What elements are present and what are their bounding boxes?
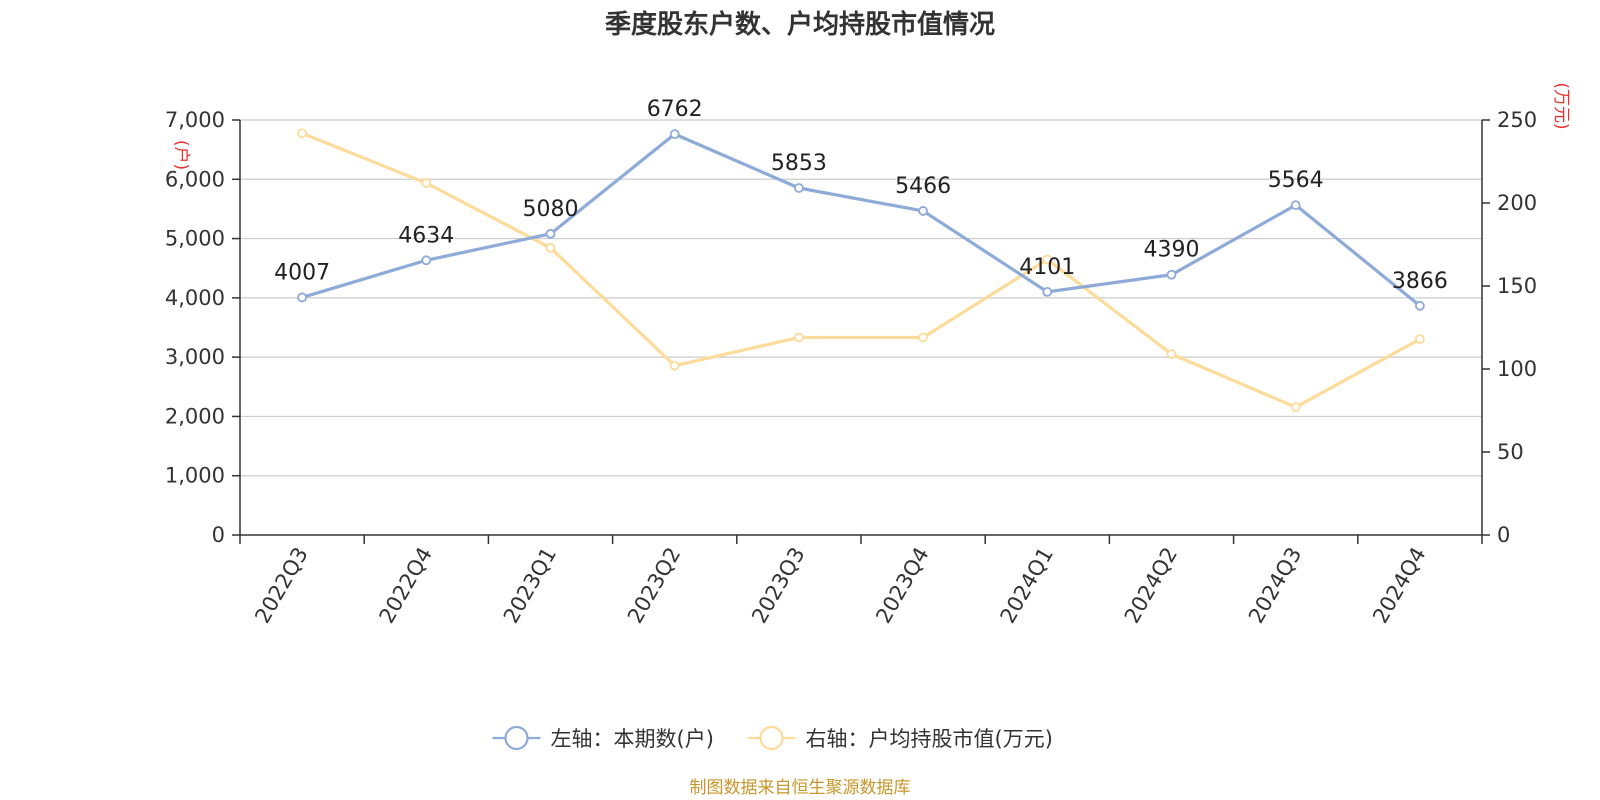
right-axis-tick-label: 200 xyxy=(1497,191,1537,215)
x-axis-tick-label: 2023Q2 xyxy=(623,543,685,627)
data-point[interactable] xyxy=(794,183,804,193)
legend-label: 右轴：户均持股市值(万元) xyxy=(806,727,1053,751)
data-point[interactable] xyxy=(1290,200,1301,211)
grid xyxy=(240,119,1482,477)
x-axis-tick-label: 2024Q1 xyxy=(996,543,1058,627)
right-axis-tick-label: 150 xyxy=(1497,274,1537,298)
left-axis-unit: (户) xyxy=(171,140,191,170)
data-point[interactable] xyxy=(1042,286,1053,297)
left-axis-tick-label: 7,000 xyxy=(165,108,225,132)
data-label: 5853 xyxy=(771,151,827,176)
legend-marker xyxy=(759,725,784,751)
series-line xyxy=(301,132,1421,308)
data-labels: 4007 4634 5080 6762 5853 5466 4101 4390 5564 3866 xyxy=(274,97,1448,294)
series-line xyxy=(301,131,1421,409)
right-axis-tick-label: 100 xyxy=(1497,357,1537,381)
x-axis-tick-label: 2024Q2 xyxy=(1120,543,1182,627)
left-axis-tick-label: 4,000 xyxy=(165,286,225,310)
x-axis-tick-label: 2024Q3 xyxy=(1244,543,1306,627)
data-point[interactable] xyxy=(421,255,432,266)
right-axis-tick-label: 250 xyxy=(1497,108,1537,132)
data-point[interactable] xyxy=(918,332,928,343)
right-axis-tick-label: 50 xyxy=(1497,440,1524,464)
left-axis-tick-label: 6,000 xyxy=(165,167,225,191)
data-label: 5564 xyxy=(1268,168,1324,193)
data-point[interactable] xyxy=(545,228,556,239)
data-point[interactable] xyxy=(1166,269,1177,280)
x-axis-tick-label: 2022Q4 xyxy=(375,543,437,627)
data-label: 4634 xyxy=(398,223,454,248)
data-point[interactable] xyxy=(1415,300,1425,311)
data-point[interactable] xyxy=(669,360,680,371)
x-axis-tick-label: 2023Q4 xyxy=(871,543,933,627)
x-axis-tick-label: 2023Q1 xyxy=(499,543,561,627)
axes: 0 1,000 2,000 3,000 4,000 5,000 6,000 7,000 0 50 1… xyxy=(165,108,1537,627)
chart-title: 季度股东户数、户均持股市值情况 xyxy=(605,9,995,40)
data-label: 5080 xyxy=(523,197,579,222)
data-point[interactable] xyxy=(1166,349,1177,359)
data-label: 6762 xyxy=(647,97,703,122)
legend-label: 左轴：本期数(户) xyxy=(551,727,714,751)
source-note: 制图数据来自恒生聚源数据库 xyxy=(690,778,911,798)
right-axis-unit: (万元) xyxy=(1551,82,1571,129)
x-axis-tick-label: 2023Q3 xyxy=(747,543,809,627)
data-point[interactable] xyxy=(545,242,556,253)
x-axis-tick-label: 2022Q3 xyxy=(250,543,312,627)
left-axis-tick-label: 5,000 xyxy=(165,227,225,251)
legend-item[interactable]: 右轴：户均持股市值(万元) xyxy=(747,725,1053,751)
legend-marker xyxy=(504,725,529,751)
data-label: 4390 xyxy=(1144,238,1200,263)
data-point[interactable] xyxy=(297,292,308,303)
data-point[interactable] xyxy=(1290,402,1301,413)
data-point[interactable] xyxy=(421,178,432,188)
x-axis-tick-label: 2024Q4 xyxy=(1368,543,1430,627)
left-axis-tick-label: 1,000 xyxy=(165,464,225,488)
data-label: 4101 xyxy=(1019,255,1075,280)
data-point[interactable] xyxy=(1415,334,1425,345)
right-axis-tick-label: 0 xyxy=(1497,523,1510,547)
left-axis-tick-label: 3,000 xyxy=(165,345,225,369)
data-point[interactable] xyxy=(297,128,308,139)
data-label: 4007 xyxy=(274,260,330,285)
series xyxy=(297,128,1425,413)
legend: 左轴：本期数(户) 右轴：户均持股市值(万元) xyxy=(492,725,1053,751)
legend-item[interactable]: 左轴：本期数(户) xyxy=(492,725,714,751)
left-axis-tick-label: 0 xyxy=(212,523,225,547)
data-label: 5466 xyxy=(895,174,951,199)
data-point[interactable] xyxy=(669,129,680,140)
data-label: 3866 xyxy=(1392,269,1448,294)
data-point[interactable] xyxy=(794,332,804,343)
data-point[interactable] xyxy=(1042,254,1053,265)
left-axis-tick-label: 2,000 xyxy=(165,404,225,428)
data-point[interactable] xyxy=(918,206,928,216)
